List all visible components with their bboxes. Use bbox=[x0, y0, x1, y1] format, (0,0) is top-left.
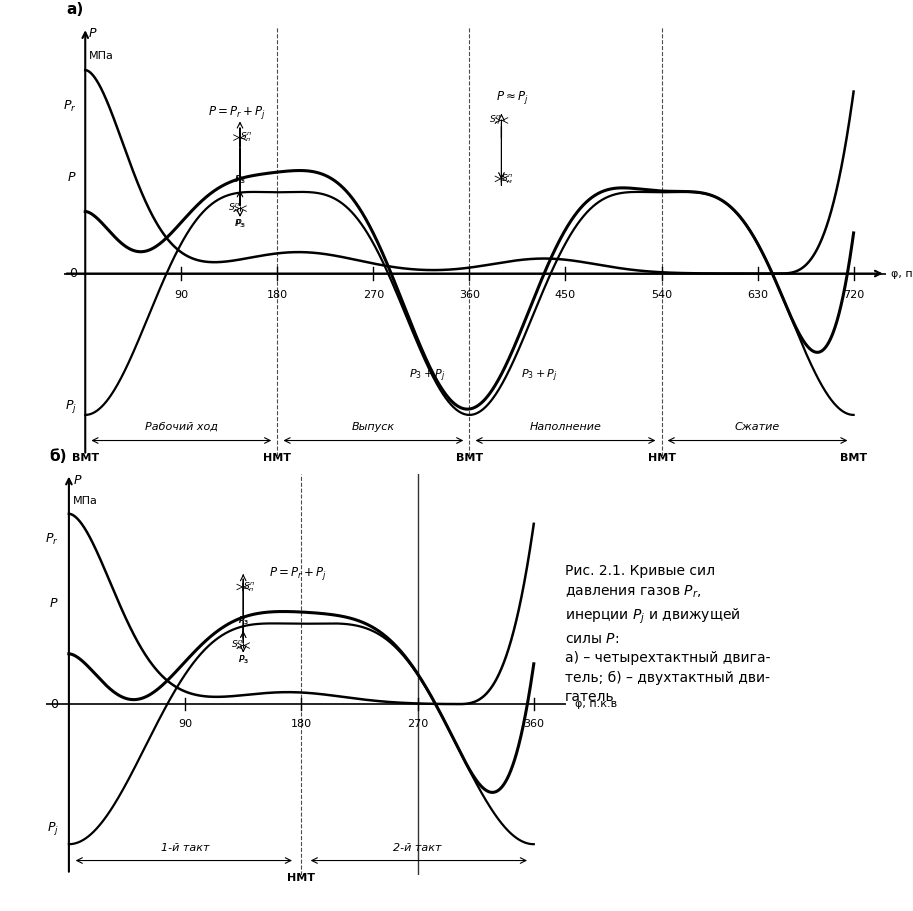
Text: $P \approx P_j$: $P \approx P_j$ bbox=[496, 89, 529, 107]
Text: Рис. 2.1. Кривые сил
давления газов $P_r$,
инерции $P_j$ и движущей
силы $P$:
а): Рис. 2.1. Кривые сил давления газов $P_r… bbox=[565, 564, 771, 704]
Text: МПа: МПа bbox=[89, 51, 113, 61]
Text: $P_3$: $P_3$ bbox=[238, 653, 249, 666]
Text: НМТ: НМТ bbox=[288, 873, 315, 883]
Text: ВМТ: ВМТ bbox=[456, 454, 483, 464]
Text: $P_j$: $P_j$ bbox=[65, 398, 77, 415]
Text: Сжатие: Сжатие bbox=[735, 422, 781, 432]
Text: φ, п.к.в: φ, п.к.в bbox=[891, 269, 913, 279]
Text: МПа: МПа bbox=[73, 496, 98, 506]
Text: $P_3$: $P_3$ bbox=[235, 218, 246, 230]
Text: 360: 360 bbox=[459, 290, 480, 300]
Text: 90: 90 bbox=[178, 720, 192, 729]
Text: 720: 720 bbox=[843, 290, 865, 300]
Text: $S_м^п$: $S_м^п$ bbox=[231, 639, 243, 652]
Text: P: P bbox=[89, 27, 96, 40]
Text: Наполнение: Наполнение bbox=[530, 422, 602, 432]
Text: 2-й такт: 2-й такт bbox=[394, 843, 442, 853]
Text: $P_3 + P_j$: $P_3 + P_j$ bbox=[408, 368, 445, 384]
Text: Рабочий ход: Рабочий ход bbox=[145, 422, 218, 432]
Text: 180: 180 bbox=[267, 290, 288, 300]
Text: $P_j$: $P_j$ bbox=[47, 820, 58, 837]
Text: 180: 180 bbox=[290, 720, 312, 729]
Text: $P_3 + P_j$: $P_3 + P_j$ bbox=[520, 368, 557, 384]
Text: 360: 360 bbox=[523, 720, 544, 729]
Text: 0: 0 bbox=[50, 698, 58, 711]
Text: $P_3$: $P_3$ bbox=[235, 174, 246, 187]
Text: ВМТ: ВМТ bbox=[840, 454, 867, 464]
Text: 90: 90 bbox=[174, 290, 188, 300]
Text: $P = P_r + P_j$: $P = P_r + P_j$ bbox=[269, 566, 327, 582]
Text: $P_3$: $P_3$ bbox=[235, 174, 246, 187]
Text: $P_r$: $P_r$ bbox=[63, 99, 77, 114]
Text: НМТ: НМТ bbox=[263, 454, 291, 464]
Text: 540: 540 bbox=[651, 290, 672, 300]
Text: $P_3$: $P_3$ bbox=[237, 615, 248, 628]
Text: $S_п^п$: $S_п^п$ bbox=[243, 580, 256, 594]
Text: 1-й такт: 1-й такт bbox=[161, 843, 209, 853]
Text: $P_3$: $P_3$ bbox=[238, 615, 249, 628]
Text: 450: 450 bbox=[555, 290, 576, 300]
Text: $P$: $P$ bbox=[68, 170, 77, 184]
Text: $P$: $P$ bbox=[73, 474, 82, 486]
Text: 270: 270 bbox=[362, 290, 384, 300]
Text: ВМТ: ВМТ bbox=[72, 454, 99, 464]
Text: б): б) bbox=[49, 449, 67, 464]
Text: $S_м^п$: $S_м^п$ bbox=[501, 172, 514, 186]
Text: $S_м^п$: $S_м^п$ bbox=[227, 202, 240, 215]
Text: 270: 270 bbox=[407, 720, 428, 729]
Text: 630: 630 bbox=[747, 290, 768, 300]
Text: $S_п^п$: $S_п^п$ bbox=[240, 131, 252, 144]
Text: $S_п^п$: $S_п^п$ bbox=[489, 114, 501, 128]
Text: $P_r$: $P_r$ bbox=[45, 532, 58, 548]
Text: φ, п.к.в: φ, п.к.в bbox=[575, 700, 617, 709]
Text: $P$: $P$ bbox=[49, 598, 58, 610]
Text: Выпуск: Выпуск bbox=[352, 422, 395, 432]
Text: НМТ: НМТ bbox=[647, 454, 676, 464]
Text: $P_3$: $P_3$ bbox=[235, 218, 246, 230]
Text: $P_3$: $P_3$ bbox=[237, 653, 248, 666]
Text: а): а) bbox=[66, 2, 83, 16]
Text: 0: 0 bbox=[68, 267, 77, 280]
Text: $P = P_r + P_j$: $P = P_r + P_j$ bbox=[208, 105, 266, 121]
